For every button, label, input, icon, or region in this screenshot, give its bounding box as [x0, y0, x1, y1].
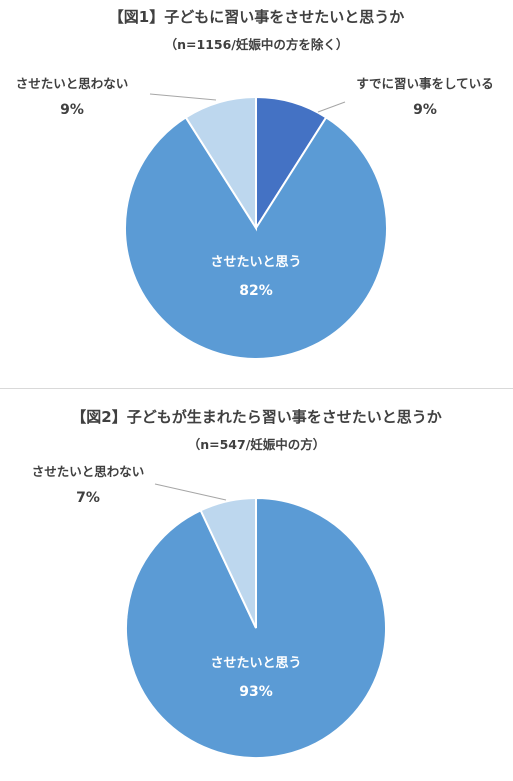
chart-1-subtitle: （n=1156/妊娠中の方を除く）	[164, 37, 349, 52]
chart-1-pie: すでに習い事をしている 9% させたいと思う 82% させたいと思わない 9%	[16, 76, 494, 360]
leader-line	[149, 93, 217, 101]
slice-value-label: 93%	[239, 684, 273, 700]
slice-label: させたいと思う	[210, 255, 301, 270]
chart-divider	[0, 388, 513, 389]
slice-value-label: 7%	[76, 490, 100, 506]
slice-label: すでに習い事をしている	[356, 76, 493, 91]
slice-label: させたいと思わない	[32, 464, 145, 479]
chart-1-title: 【図1】子どもに習い事をさせたいと思うか	[108, 8, 405, 26]
pie-slice	[199, 496, 257, 629]
slice-label: させたいと思う	[210, 656, 301, 671]
slice-label: させたいと思わない	[16, 76, 129, 91]
chart-2-pie: させたいと思う 93% させたいと思わない 7%	[32, 464, 387, 759]
leader-line	[317, 101, 346, 113]
chart-2-subtitle: （n=547/妊娠中の方）	[187, 437, 326, 452]
chart-1: 【図1】子どもに習い事をさせたいと思うか （n=1156/妊娠中の方を除く） す…	[0, 0, 513, 388]
pie-slice	[124, 116, 388, 360]
chart-2: 【図2】子どもが生まれたら習い事をさせたいと思うか （n=547/妊娠中の方） …	[0, 390, 513, 781]
slice-value-label: 9%	[413, 102, 437, 118]
leader-line	[154, 483, 227, 501]
chart-2-title: 【図2】子どもが生まれたら習い事をさせたいと思うか	[71, 408, 442, 426]
slice-value-label: 82%	[239, 283, 273, 299]
pie-slice	[184, 95, 257, 232]
slice-value-label: 9%	[60, 102, 84, 118]
